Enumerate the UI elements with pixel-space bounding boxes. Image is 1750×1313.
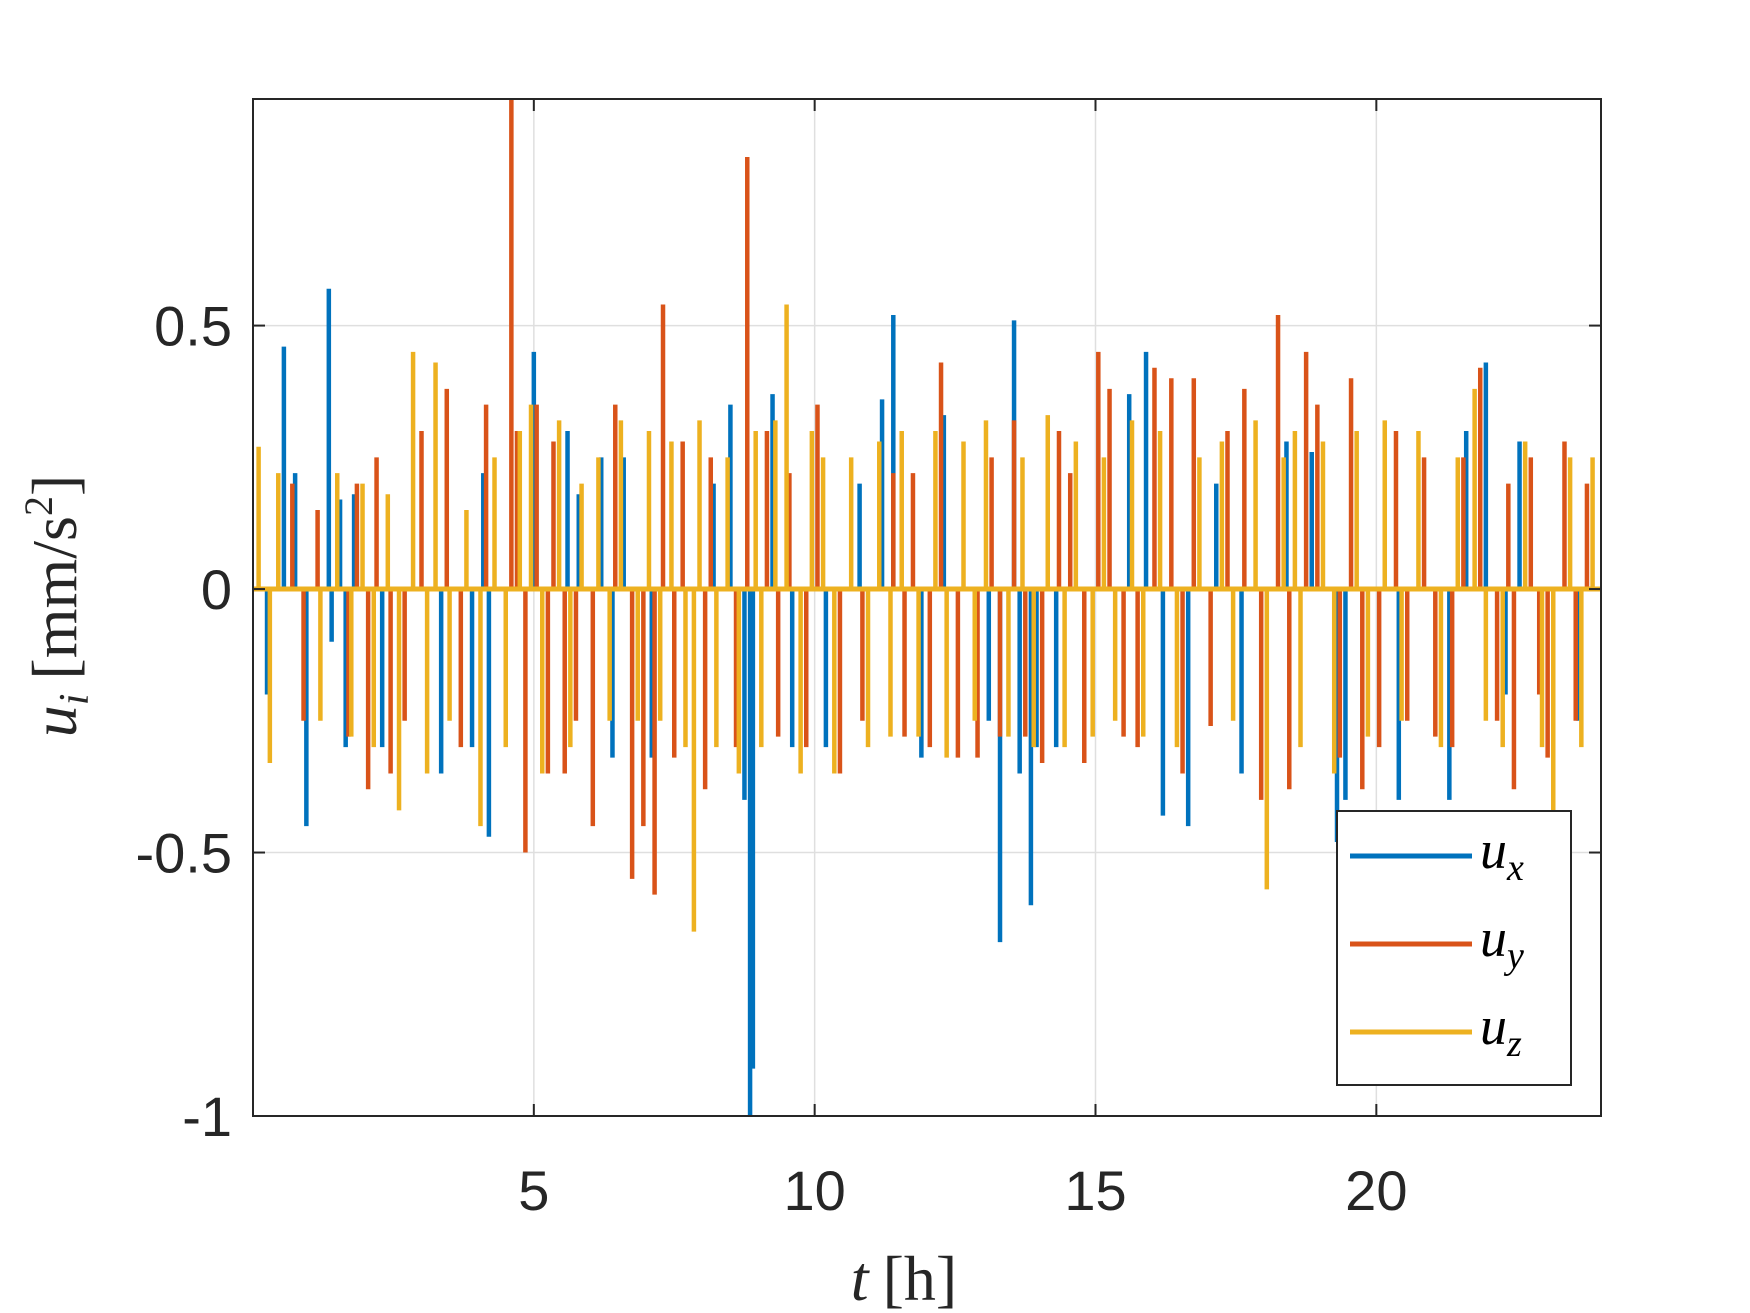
x-axis-unit: [h]: [883, 1243, 958, 1313]
series-layer: [253, 99, 1601, 1116]
legend-label-subscript: x: [1506, 847, 1524, 889]
y-axis-unit-close: ]: [19, 475, 90, 496]
x-tick-label: 20: [1345, 1159, 1407, 1222]
series-z: [256, 304, 1595, 932]
x-tick-label: 10: [784, 1159, 846, 1222]
x-tick-label: 5: [518, 1159, 549, 1222]
series-y: [290, 99, 1590, 895]
y-axis-superscript: 2: [16, 496, 61, 516]
legend-box: [1336, 810, 1572, 1086]
y-tick-label: -1: [182, 1085, 232, 1148]
legend-label-z: uz: [1480, 996, 1522, 1065]
x-tick-labels: 5 10 15 20: [518, 1159, 1407, 1222]
y-tick-label: -0.5: [136, 822, 233, 885]
legend-label-variable: u: [1480, 820, 1507, 880]
x-axis-variable: t: [851, 1243, 871, 1313]
tick-marks: [253, 99, 1601, 1117]
y-axis-subscript: i: [52, 694, 98, 706]
y-tick-label: 0: [201, 558, 232, 621]
x-tick-label: 15: [1064, 1159, 1126, 1222]
legend-label-x: ux: [1480, 820, 1524, 889]
x-axis-label: t [h]: [851, 1243, 957, 1313]
y-axis-label: ui [mm/s2]: [16, 475, 98, 738]
legend-label-variable: u: [1480, 996, 1507, 1056]
legend-label-subscript: y: [1503, 935, 1524, 977]
legend-label-subscript: z: [1506, 1023, 1522, 1065]
y-tick-labels: -1 -0.5 0 0.5: [136, 295, 233, 1148]
y-tick-label: 0.5: [154, 295, 232, 358]
legend-label-y: uy: [1480, 908, 1524, 977]
legend-label-variable: u: [1480, 908, 1507, 968]
plot-area-frame: [252, 98, 1602, 1117]
y-axis-variable: u: [19, 705, 90, 737]
y-axis-unit: [mm/s: [19, 516, 90, 680]
